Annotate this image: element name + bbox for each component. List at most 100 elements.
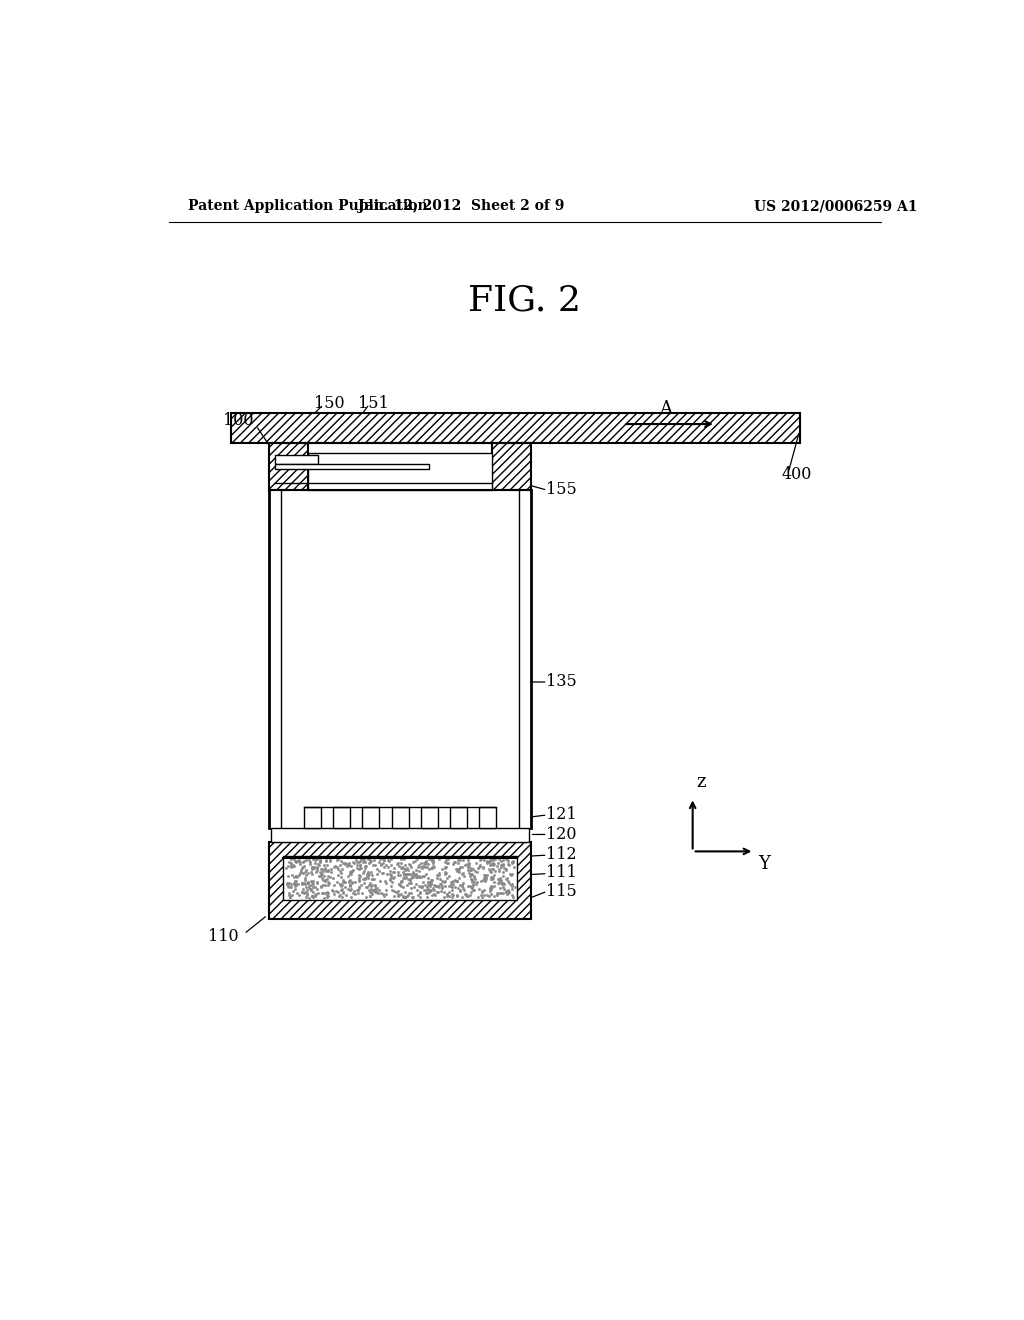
Point bbox=[375, 862, 391, 883]
Point bbox=[359, 865, 376, 886]
Point bbox=[314, 863, 331, 884]
Point bbox=[422, 871, 438, 892]
Point bbox=[300, 871, 316, 892]
Point bbox=[318, 887, 335, 908]
Point bbox=[305, 887, 322, 908]
Point bbox=[344, 861, 360, 882]
Point bbox=[472, 884, 488, 906]
Point bbox=[357, 887, 374, 908]
Point bbox=[504, 887, 520, 908]
Point bbox=[463, 882, 479, 903]
Point bbox=[401, 883, 418, 904]
Point bbox=[279, 873, 295, 894]
Point bbox=[285, 855, 301, 876]
Point bbox=[309, 847, 326, 869]
Point bbox=[423, 871, 439, 892]
Point bbox=[478, 865, 495, 886]
Point bbox=[478, 867, 495, 888]
Point bbox=[357, 855, 374, 876]
Point bbox=[319, 869, 336, 890]
Point bbox=[421, 849, 437, 870]
Point bbox=[355, 861, 372, 882]
Point bbox=[361, 886, 378, 907]
Bar bbox=[307, 453, 493, 490]
Point bbox=[417, 853, 433, 874]
Point bbox=[417, 879, 433, 900]
Point bbox=[390, 880, 407, 902]
Point bbox=[455, 849, 471, 870]
Point bbox=[458, 883, 474, 904]
Point bbox=[297, 862, 313, 883]
Point bbox=[316, 858, 333, 879]
Point bbox=[316, 882, 333, 903]
Point bbox=[493, 867, 509, 888]
Point bbox=[475, 867, 492, 888]
Point bbox=[293, 862, 309, 883]
Point bbox=[476, 865, 493, 886]
Point bbox=[376, 857, 392, 878]
Point bbox=[466, 871, 482, 892]
Point bbox=[503, 874, 519, 895]
Point bbox=[309, 878, 326, 899]
Point bbox=[462, 875, 478, 896]
Point bbox=[480, 886, 497, 907]
Bar bbox=[479, 807, 497, 829]
Point bbox=[281, 884, 297, 906]
Point bbox=[420, 871, 436, 892]
Point bbox=[460, 859, 476, 880]
Text: z: z bbox=[696, 774, 706, 792]
Point bbox=[498, 880, 514, 902]
Point bbox=[296, 873, 312, 894]
Point bbox=[483, 867, 500, 888]
Point bbox=[481, 849, 498, 870]
Point bbox=[461, 853, 477, 874]
Point bbox=[420, 853, 436, 874]
Point bbox=[495, 876, 511, 898]
Point bbox=[294, 882, 310, 903]
Point bbox=[420, 874, 436, 895]
Point bbox=[449, 886, 465, 907]
Point bbox=[342, 875, 358, 896]
Point bbox=[392, 858, 409, 879]
Point bbox=[392, 871, 409, 892]
Point bbox=[299, 884, 315, 906]
Point bbox=[304, 871, 321, 892]
Point bbox=[452, 857, 468, 878]
Point bbox=[478, 850, 495, 871]
Point bbox=[354, 883, 371, 904]
Point bbox=[496, 854, 512, 875]
Point bbox=[350, 867, 367, 888]
Point bbox=[316, 874, 333, 895]
Point bbox=[327, 855, 343, 876]
Point bbox=[314, 874, 331, 895]
Point bbox=[297, 882, 313, 903]
Point bbox=[447, 851, 464, 873]
Point bbox=[325, 880, 341, 902]
Point bbox=[288, 866, 304, 887]
Point bbox=[376, 849, 392, 870]
Point bbox=[369, 858, 385, 879]
Point bbox=[476, 850, 493, 871]
Point bbox=[343, 873, 359, 894]
Point bbox=[341, 875, 357, 896]
Point bbox=[280, 875, 296, 896]
Point bbox=[319, 861, 336, 882]
Text: 112: 112 bbox=[547, 846, 577, 863]
Point bbox=[481, 858, 498, 879]
Point bbox=[473, 870, 489, 891]
Point bbox=[364, 850, 380, 871]
Point bbox=[334, 878, 350, 899]
Point bbox=[308, 871, 325, 892]
Point bbox=[386, 867, 402, 888]
Point bbox=[375, 849, 391, 870]
Point bbox=[368, 880, 384, 902]
Point bbox=[289, 850, 305, 871]
Point bbox=[395, 862, 412, 883]
Point bbox=[348, 879, 365, 900]
Point bbox=[451, 867, 467, 888]
Point bbox=[420, 878, 436, 899]
Text: 110: 110 bbox=[208, 928, 239, 945]
Point bbox=[495, 861, 511, 882]
Point bbox=[443, 887, 460, 908]
Point bbox=[283, 876, 299, 898]
